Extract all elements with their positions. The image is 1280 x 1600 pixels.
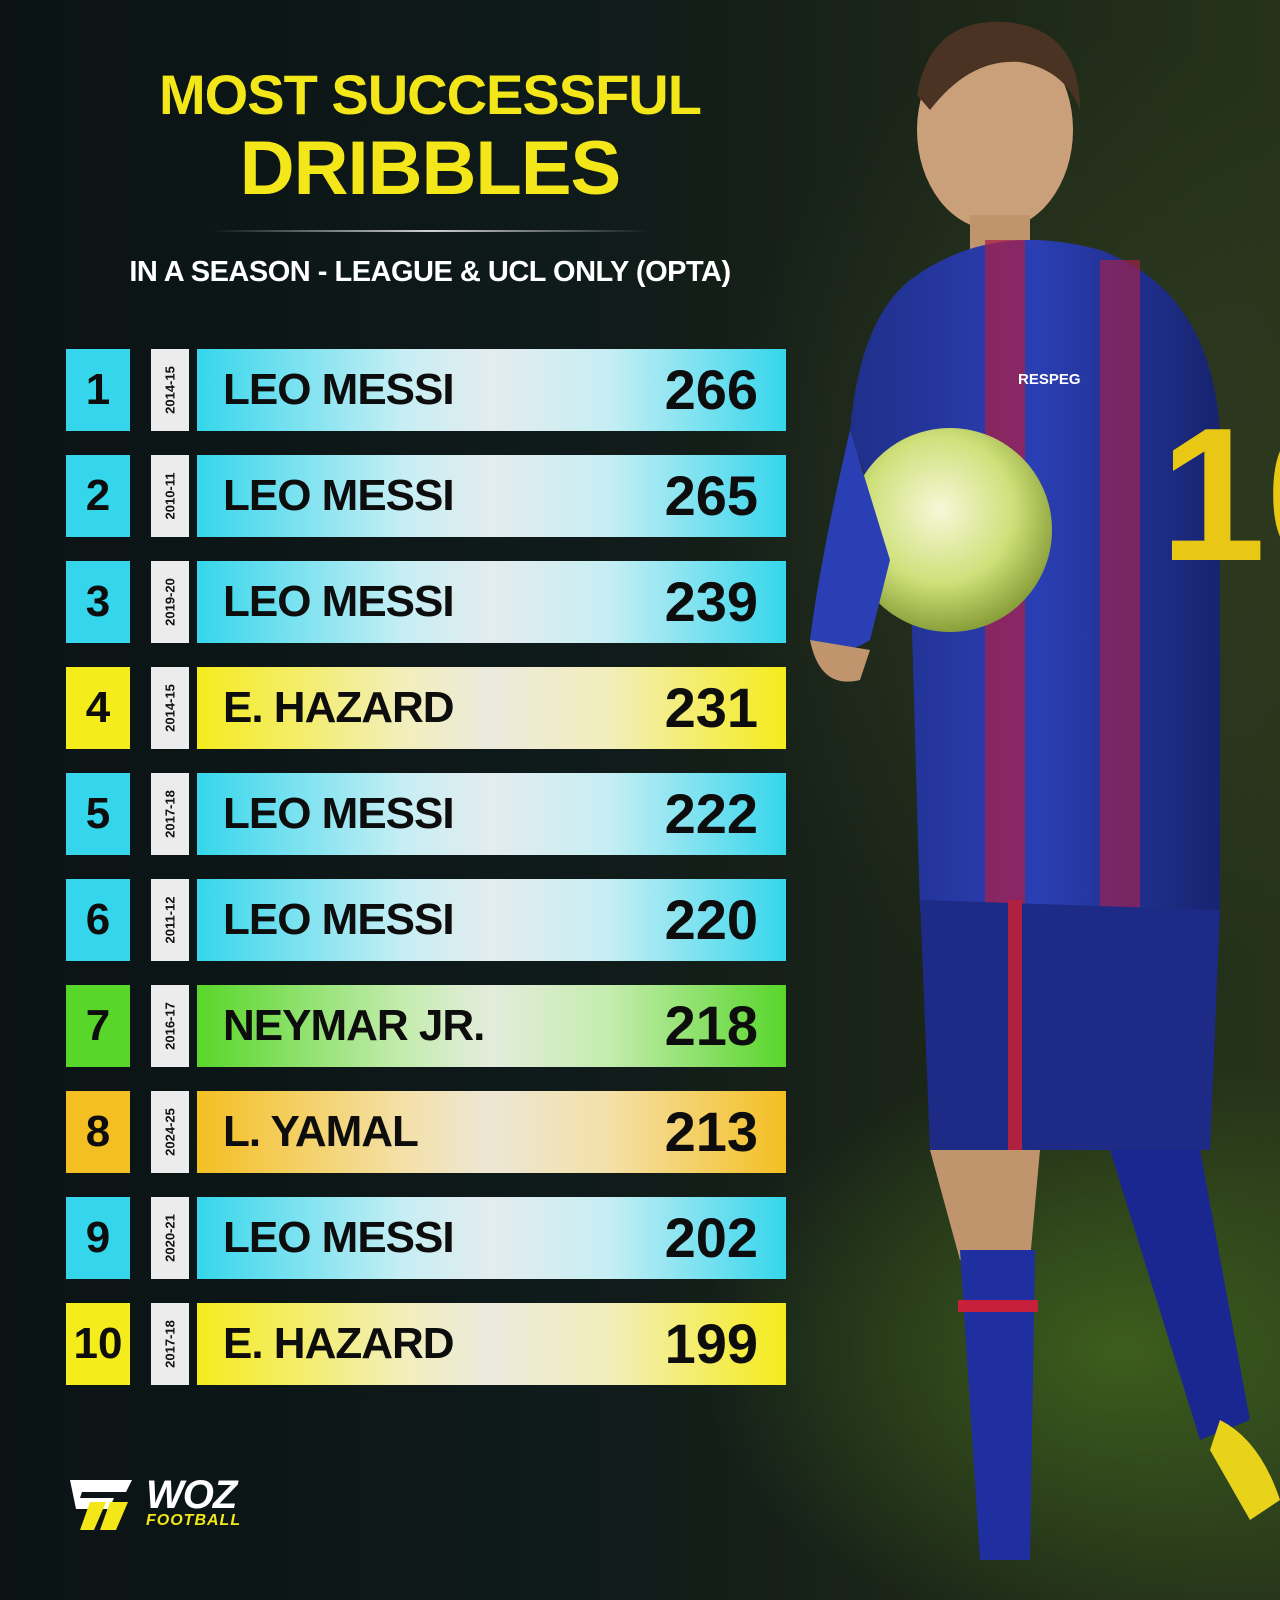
player-bar: E. HAZARD 231 bbox=[197, 667, 786, 749]
svg-text:10: 10 bbox=[1160, 389, 1280, 601]
dribble-count: 231 bbox=[664, 676, 758, 739]
rank-number: 7 bbox=[66, 985, 130, 1067]
season-box: 2019-20 bbox=[151, 561, 189, 643]
rank-number: 4 bbox=[66, 667, 130, 749]
player-name: NEYMAR JR. bbox=[223, 1001, 485, 1050]
dribble-count: 265 bbox=[664, 464, 758, 527]
season-box: 2014-15 bbox=[151, 349, 189, 431]
player-name: L. YAMAL bbox=[223, 1107, 419, 1156]
ranking-row-2: 2 2010-11 LEO MESSI 265 bbox=[66, 455, 786, 537]
dribble-count: 199 bbox=[664, 1312, 758, 1375]
season-label: 2019-20 bbox=[162, 578, 178, 626]
player-name: LEO MESSI bbox=[223, 577, 455, 626]
player-name: E. HAZARD bbox=[223, 1319, 455, 1368]
title-line2: DRIBBLES bbox=[239, 126, 621, 211]
player-name: LEO MESSI bbox=[223, 895, 455, 944]
svg-text:RESPEG: RESPEG bbox=[1018, 371, 1081, 388]
season-label: 2016-17 bbox=[162, 1002, 178, 1050]
player-bar: E. HAZARD 199 bbox=[197, 1303, 786, 1385]
dribble-count: 218 bbox=[664, 994, 758, 1057]
player-name: LEO MESSI bbox=[223, 789, 455, 838]
season-box: 2017-18 bbox=[151, 773, 189, 855]
season-label: 2014-15 bbox=[162, 366, 178, 414]
rank-number: 1 bbox=[66, 349, 130, 431]
ranking-row-7: 7 2016-17 NEYMAR JR. 218 bbox=[66, 985, 786, 1067]
player-bar: LEO MESSI 239 bbox=[197, 561, 786, 643]
ranking-row-8: 8 2024-25 L. YAMAL 213 bbox=[66, 1091, 786, 1173]
title-line1: MOST SUCCESSFUL bbox=[159, 63, 702, 126]
player-photo: 10 RESPEG bbox=[810, 21, 1280, 1560]
subtitle: IN A SEASON - LEAGUE & UCL ONLY (OPTA) bbox=[129, 256, 731, 288]
brand-logo: WOZ FOOTBALL bbox=[66, 1474, 326, 1534]
player-bar: LEO MESSI 265 bbox=[197, 455, 786, 537]
rank-number: 5 bbox=[66, 773, 130, 855]
season-box: 2014-15 bbox=[151, 667, 189, 749]
player-name: E. HAZARD bbox=[223, 683, 455, 732]
player-name: LEO MESSI bbox=[223, 1213, 455, 1262]
player-bar: LEO MESSI 202 bbox=[197, 1197, 786, 1279]
rank-number: 8 bbox=[66, 1091, 130, 1173]
rank-number: 2 bbox=[66, 455, 130, 537]
season-box: 2011-12 bbox=[151, 879, 189, 961]
dribble-count: 239 bbox=[664, 570, 758, 633]
season-box: 2020-21 bbox=[151, 1197, 189, 1279]
dribble-count: 220 bbox=[664, 888, 758, 951]
ranking-row-3: 3 2019-20 LEO MESSI 239 bbox=[66, 561, 786, 643]
dribble-count: 202 bbox=[664, 1206, 758, 1269]
player-bar: LEO MESSI 220 bbox=[197, 879, 786, 961]
ranking-row-4: 4 2014-15 E. HAZARD 231 bbox=[66, 667, 786, 749]
season-box: 2024-25 bbox=[151, 1091, 189, 1173]
player-bar: LEO MESSI 222 bbox=[197, 773, 786, 855]
season-box: 2017-18 bbox=[151, 1303, 189, 1385]
season-label: 2011-12 bbox=[162, 896, 178, 944]
rank-number: 10 bbox=[66, 1303, 130, 1385]
player-bar: L. YAMAL 213 bbox=[197, 1091, 786, 1173]
rank-number: 9 bbox=[66, 1197, 130, 1279]
woz-football-logo-icon bbox=[70, 1480, 132, 1530]
ball bbox=[848, 428, 1052, 632]
dribble-count: 266 bbox=[664, 358, 758, 421]
dribble-count: 222 bbox=[664, 782, 758, 845]
brand-name: WOZ bbox=[146, 1473, 237, 1517]
season-label: 2017-18 bbox=[162, 790, 178, 838]
player-bar: LEO MESSI 266 bbox=[197, 349, 786, 431]
season-label: 2010-11 bbox=[162, 472, 178, 520]
season-label: 2020-21 bbox=[162, 1214, 178, 1262]
season-label: 2014-15 bbox=[162, 684, 178, 732]
season-label: 2024-25 bbox=[162, 1108, 178, 1156]
rank-number: 6 bbox=[66, 879, 130, 961]
ranking-row-1: 1 2014-15 LEO MESSI 266 bbox=[66, 349, 786, 431]
brand-sub: FOOTBALL bbox=[146, 1512, 242, 1529]
title-divider bbox=[210, 230, 650, 232]
ranking-row-9: 9 2020-21 LEO MESSI 202 bbox=[66, 1197, 786, 1279]
player-name: LEO MESSI bbox=[223, 365, 455, 414]
season-box: 2010-11 bbox=[151, 455, 189, 537]
ranking-row-6: 6 2011-12 LEO MESSI 220 bbox=[66, 879, 786, 961]
ranking-row-10: 10 2017-18 E. HAZARD 199 bbox=[66, 1303, 786, 1385]
season-box: 2016-17 bbox=[151, 985, 189, 1067]
ranking-row-5: 5 2017-18 LEO MESSI 222 bbox=[66, 773, 786, 855]
rank-number: 3 bbox=[66, 561, 130, 643]
season-label: 2017-18 bbox=[162, 1320, 178, 1368]
dribble-count: 213 bbox=[664, 1100, 758, 1163]
player-name: LEO MESSI bbox=[223, 471, 455, 520]
player-bar: NEYMAR JR. 218 bbox=[197, 985, 786, 1067]
